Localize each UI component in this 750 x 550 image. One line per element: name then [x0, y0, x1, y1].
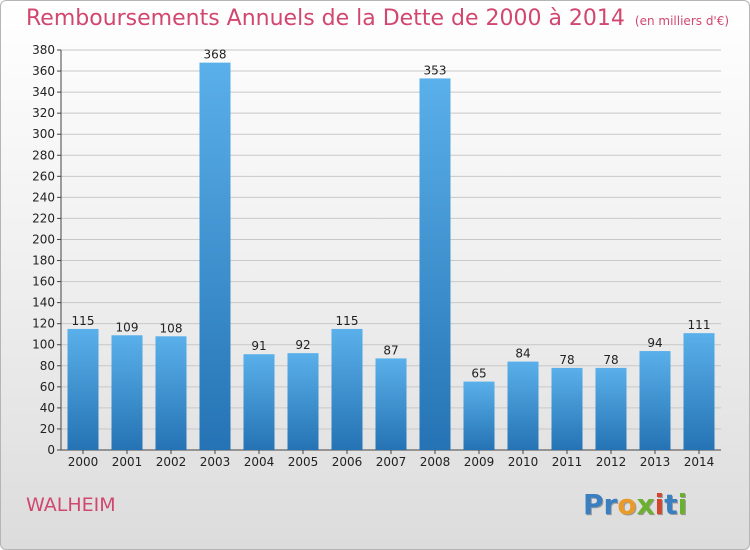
y-tick-label: 60: [40, 380, 55, 394]
y-tick-label: 240: [32, 190, 55, 204]
logo-letter: i: [654, 488, 665, 521]
x-tick-label-2004: 2004: [244, 455, 275, 469]
y-tick-label: 200: [32, 232, 55, 246]
y-tick-labels: 0 20 40 60 80 100 120 140 160 180 200 220 240 260 280 3…: [32, 43, 55, 457]
x-tick-label-2009: 2009: [464, 455, 495, 469]
x-tick-label-2011: 2011: [552, 455, 583, 469]
bar-2004: [243, 354, 275, 450]
y-tick-label: 180: [32, 254, 55, 268]
bar-2014: [683, 333, 715, 450]
y-tick-label: 340: [32, 85, 55, 99]
x-tick-label-2013: 2013: [640, 455, 671, 469]
bar-2007: [375, 358, 407, 450]
logo-letter: i: [677, 488, 688, 521]
y-tick-label: 160: [32, 275, 55, 289]
bar-2011: [551, 367, 583, 450]
value-label-2005: 92: [295, 338, 310, 352]
y-tick-label: 80: [40, 359, 55, 373]
bar-2005: [287, 353, 319, 450]
bar-2013: [639, 351, 671, 450]
logo-letter: P: [583, 488, 604, 521]
bar-2006: [331, 328, 363, 450]
bar-2012: [595, 367, 627, 450]
bar-2002: [155, 336, 187, 450]
value-label-2004: 91: [251, 339, 266, 353]
y-tick-label: 260: [32, 169, 55, 183]
y-tick-label: 140: [32, 296, 55, 310]
value-label-2008: 353: [424, 63, 447, 77]
chart-title-text: Remboursements Annuels de la Dette de 20…: [26, 6, 625, 31]
value-label-2000: 115: [72, 314, 95, 328]
value-label-2001: 109: [116, 320, 139, 334]
y-tick-label: 0: [47, 443, 55, 457]
bar-2008: [419, 78, 451, 450]
y-tick-label: 20: [40, 422, 55, 436]
y-tick-label: 360: [32, 64, 55, 78]
x-tick-label-2003: 2003: [200, 455, 231, 469]
x-tick-label-2010: 2010: [508, 455, 539, 469]
x-tick-label-2001: 2001: [112, 455, 143, 469]
y-tick-label: 120: [32, 317, 55, 331]
x-tick-label-2002: 2002: [156, 455, 187, 469]
x-tick-label-2014: 2014: [684, 455, 715, 469]
x-tick-label-2008: 2008: [420, 455, 451, 469]
x-tick-label-2005: 2005: [288, 455, 319, 469]
logo-letter: r: [603, 488, 618, 521]
bars: [67, 62, 715, 450]
bar-2000: [67, 328, 99, 450]
x-tick-label-2012: 2012: [596, 455, 627, 469]
bar-2003: [199, 62, 231, 450]
chart-title: Remboursements Annuels de la Dette de 20…: [26, 6, 729, 31]
y-tick-label: 100: [32, 338, 55, 352]
value-label-2012: 78: [603, 353, 618, 367]
y-tick-label: 220: [32, 211, 55, 225]
value-label-2013: 94: [647, 336, 662, 350]
logo-letter: o: [617, 488, 637, 521]
x-tick-label-2007: 2007: [376, 455, 407, 469]
bar-2010: [507, 361, 539, 450]
proxiti-logo: Proxiti: [583, 488, 687, 521]
x-tick-labels: 2000 2001 2002 2003 2004 2005 2006 2007 2008 2009…: [68, 455, 715, 469]
value-label-2009: 65: [471, 367, 486, 381]
bar-2001: [111, 335, 143, 450]
y-tick-label: 380: [32, 43, 55, 57]
value-label-2014: 111: [688, 318, 711, 332]
logo-letter: x: [636, 488, 655, 521]
x-tick-label-2000: 2000: [68, 455, 99, 469]
logo-letter: t: [664, 488, 678, 521]
value-label-2010: 84: [515, 347, 530, 361]
chart-unit: (en milliers d'€): [634, 14, 730, 28]
value-label-2003: 368: [204, 48, 227, 62]
value-label-2007: 87: [383, 343, 398, 357]
value-labels: 115 109 108 368 91 92 115 87 353 65 84 78 78 94 111: [72, 48, 711, 381]
commune-name: WALHEIM: [26, 494, 116, 516]
bar-2009: [463, 381, 495, 450]
value-label-2002: 108: [160, 321, 183, 335]
y-tick-label: 280: [32, 148, 55, 162]
value-label-2006: 115: [336, 314, 359, 328]
y-tick-label: 320: [32, 106, 55, 120]
y-tick-label: 300: [32, 127, 55, 141]
value-label-2011: 78: [559, 353, 574, 367]
x-tick-label-2006: 2006: [332, 455, 363, 469]
y-tick-label: 40: [40, 401, 55, 415]
